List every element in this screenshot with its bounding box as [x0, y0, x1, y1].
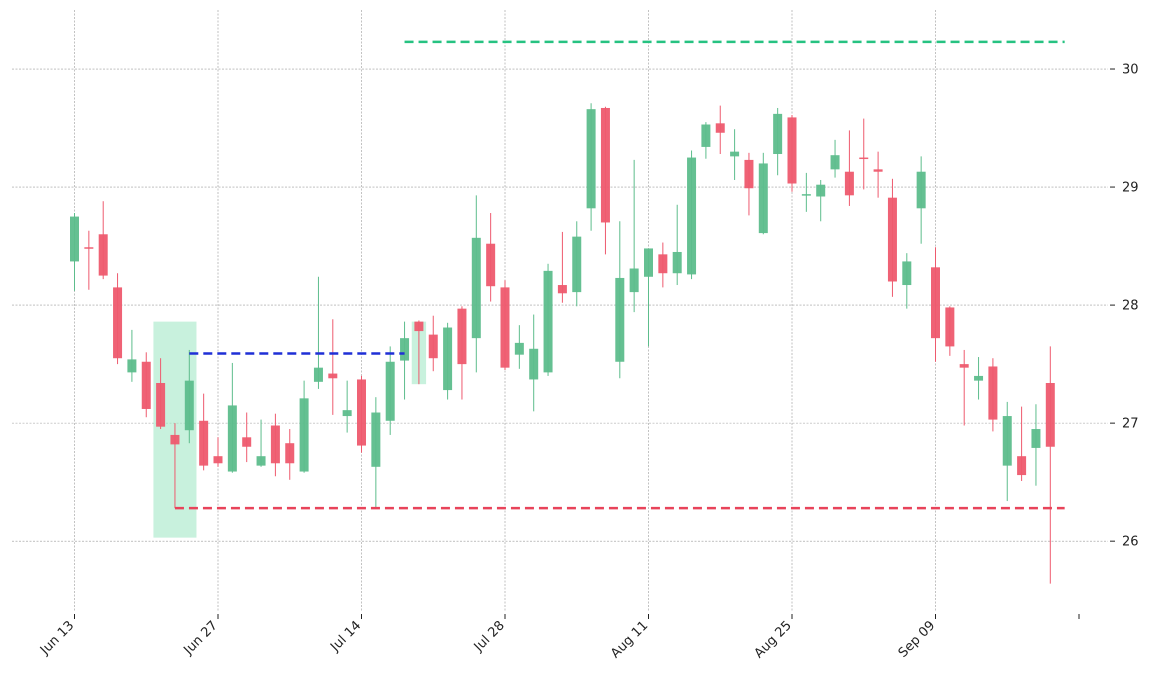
candle-body-down	[787, 117, 797, 184]
candle-body-down	[170, 434, 180, 445]
candle-body-up	[1002, 416, 1012, 466]
candle-body-down	[486, 243, 496, 287]
candle-body-up	[672, 251, 682, 274]
candle-body-up	[902, 261, 912, 286]
candle-body-down	[859, 157, 869, 160]
candle-body-down	[242, 437, 252, 447]
x-tick-label: Jun 13	[37, 618, 77, 658]
candle-body-up	[342, 410, 352, 417]
candle-body-up	[773, 113, 783, 155]
candle-body-up	[586, 109, 596, 209]
candle-body-up	[443, 327, 453, 391]
x-tick-label: Jul 14	[327, 618, 364, 655]
candle-body-up	[730, 151, 740, 157]
candle-body-up	[1031, 429, 1041, 448]
candle-body-down	[988, 366, 998, 420]
candle-body-up	[701, 124, 711, 147]
candle-body-down	[84, 247, 94, 249]
x-tick-label: Aug 25	[752, 618, 795, 661]
candle-body-up	[916, 171, 926, 209]
x-tick-label: Aug 11	[608, 618, 651, 661]
candle-body-up	[471, 237, 481, 339]
candle-body-down	[600, 107, 610, 223]
candle-body-up	[371, 412, 381, 467]
candle-body-up	[256, 456, 266, 466]
candle-body-up	[816, 184, 826, 197]
candle-body-up	[572, 236, 582, 293]
candle-body-up	[758, 163, 768, 234]
y-tick-label: 27	[1122, 417, 1139, 432]
candle-body-up	[974, 375, 984, 381]
y-tick-label: 30	[1122, 63, 1139, 78]
candle-body-down	[457, 308, 467, 365]
candle-body-down	[658, 254, 668, 274]
candle-body-down	[887, 197, 897, 282]
candle-body-down	[844, 171, 854, 196]
level-line-layer	[174, 40, 1065, 510]
candle-body-down	[328, 373, 338, 379]
candle-body-down	[357, 379, 366, 446]
candle-body-up	[644, 248, 653, 277]
candle-body-down	[98, 234, 108, 276]
candle-body-up	[830, 155, 840, 170]
candle-body-up	[184, 380, 194, 431]
candle-body-down	[557, 285, 567, 294]
candle-body-down	[500, 287, 510, 368]
candle-body-up	[687, 157, 697, 275]
candle-layer	[70, 103, 1055, 584]
candle-body-down	[1017, 456, 1027, 476]
candle-body-up	[127, 359, 137, 373]
candle-body-down	[156, 383, 166, 427]
y-tick-label: 29	[1122, 181, 1139, 196]
candle-body-down	[715, 123, 725, 133]
candle-body-up	[400, 338, 410, 361]
candle-body-down	[959, 364, 969, 368]
candle-body-up	[529, 348, 539, 380]
candle-body-down	[141, 361, 151, 409]
candle-body-down	[199, 420, 209, 466]
candle-body-up	[543, 270, 553, 373]
y-tick-label: 28	[1122, 299, 1139, 314]
x-tick-label: Jul 28	[471, 618, 508, 655]
candle-body-down	[428, 334, 438, 359]
candle-body-up	[385, 361, 395, 421]
candle-body-down	[945, 307, 955, 347]
candle-body-down	[113, 287, 123, 359]
candle-body-up	[227, 405, 237, 472]
candle-body-down	[414, 321, 424, 332]
candle-body-up	[615, 277, 625, 362]
candle-body-down	[931, 267, 940, 339]
x-tick-label: Jun 27	[181, 618, 221, 658]
y-tick-label: 26	[1122, 535, 1139, 550]
candle-body-up	[313, 367, 323, 382]
x-tick-label: Sep 09	[896, 618, 939, 661]
candle-body-down	[270, 425, 280, 464]
candle-body-up	[514, 342, 524, 355]
candle-body-up	[299, 398, 309, 472]
candle-body-up	[629, 268, 639, 293]
candle-body-down	[744, 159, 754, 189]
candle-body-down	[213, 456, 223, 464]
candle-body-down	[285, 443, 295, 464]
candle-body-down	[1045, 383, 1055, 447]
candle-body-down	[873, 169, 883, 172]
candle-body-up	[801, 194, 811, 196]
candle-body-up	[70, 216, 79, 262]
